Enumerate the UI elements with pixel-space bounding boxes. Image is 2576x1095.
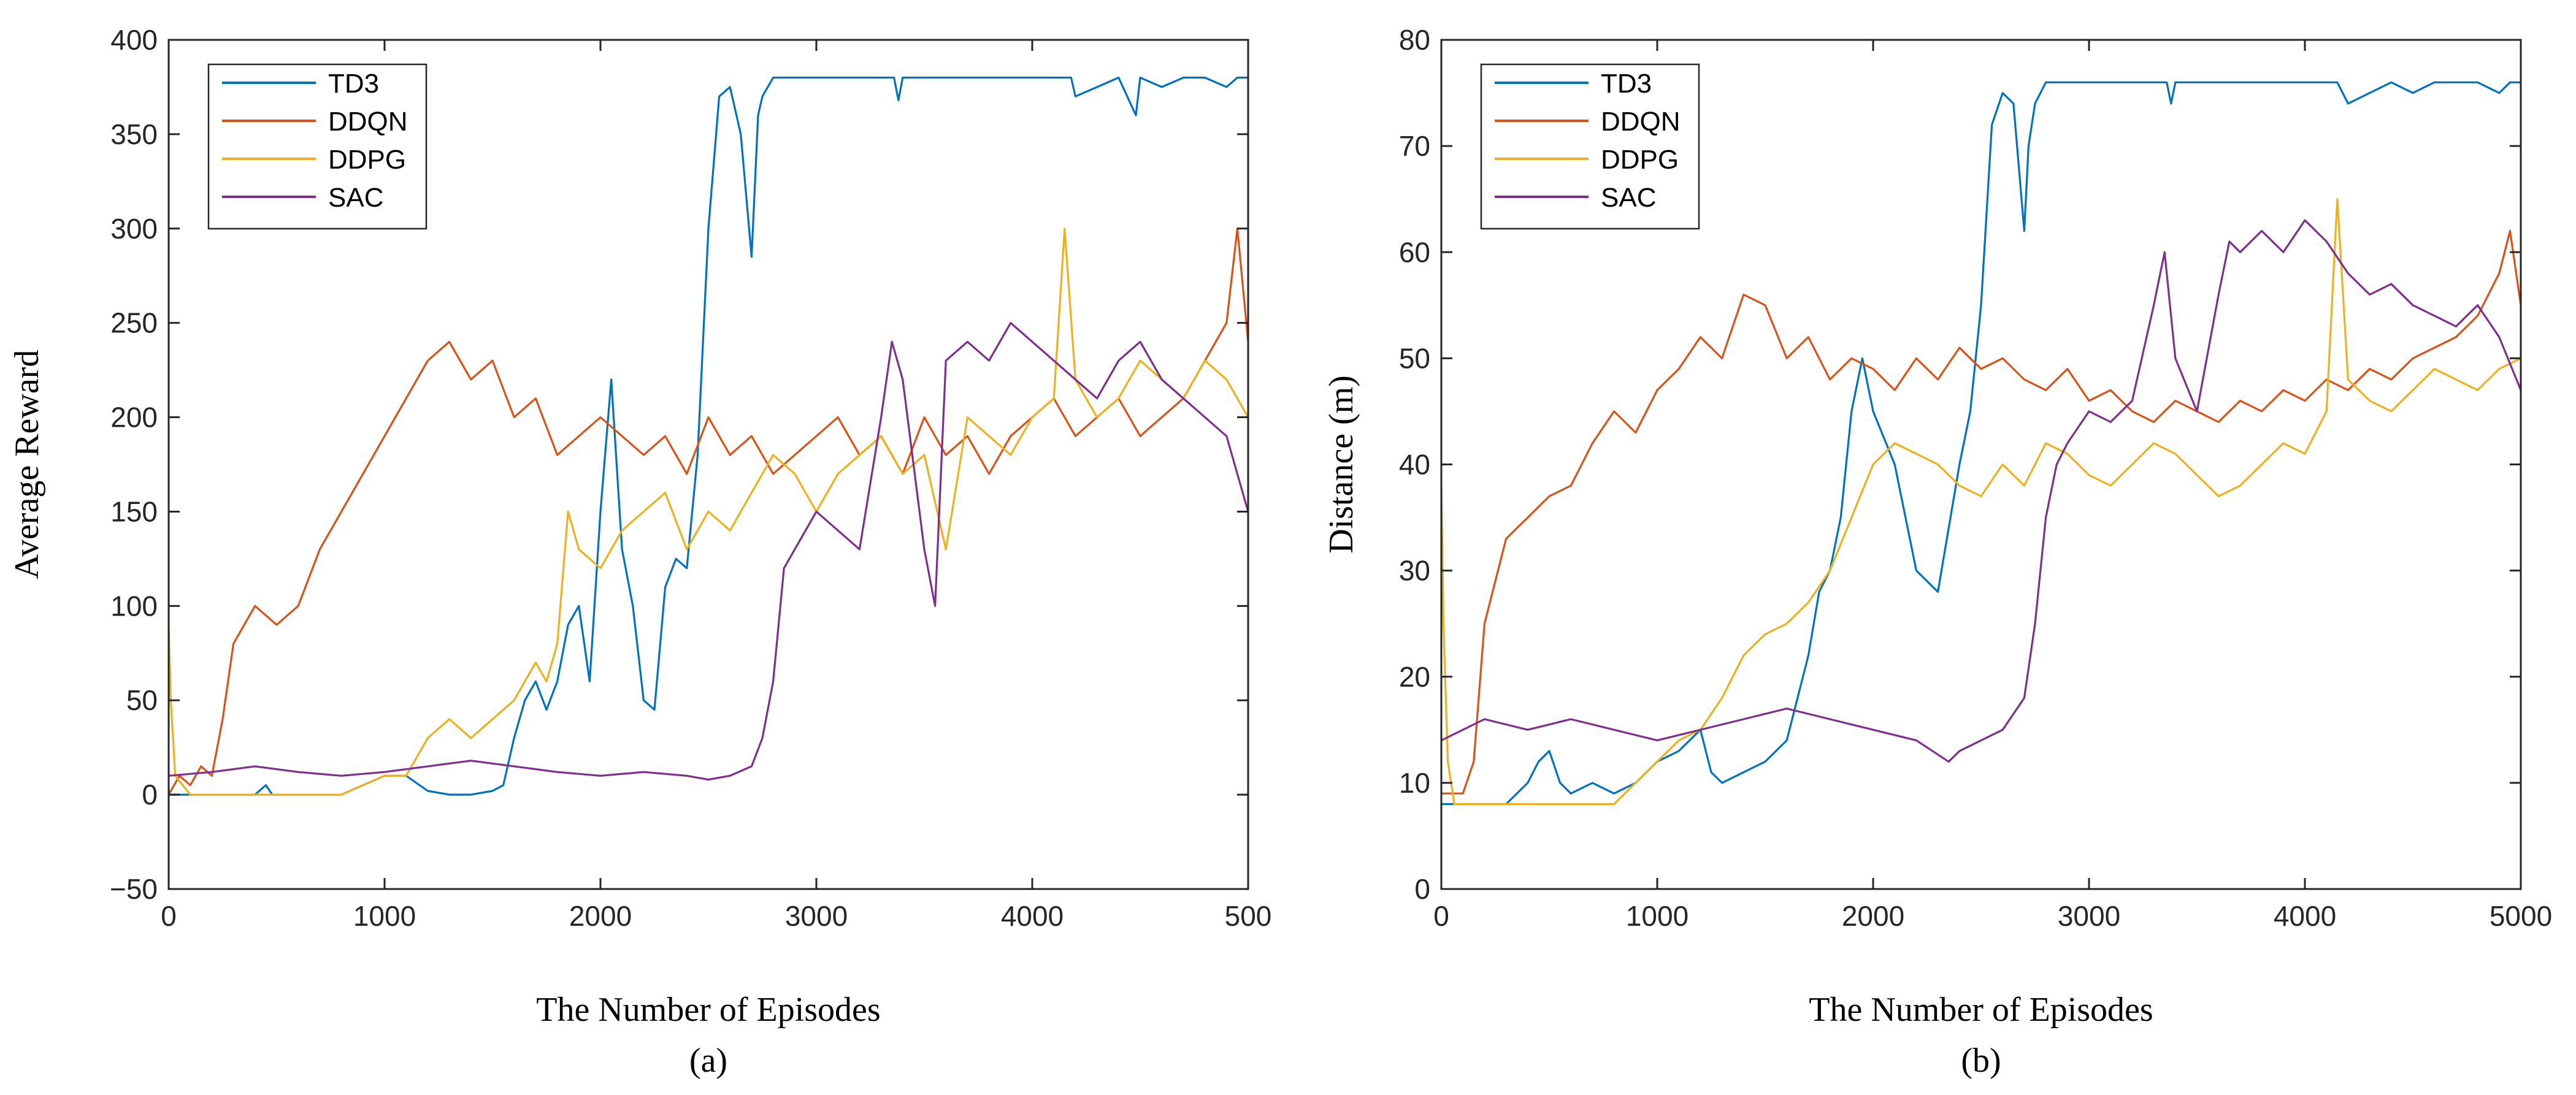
- y-tick-label: 0: [1414, 873, 1430, 905]
- y-tick-label: 250: [110, 307, 158, 339]
- legend-box: [1480, 63, 1700, 230]
- legend-label-ddpg: DDPG: [328, 145, 406, 175]
- y-tick-label: 70: [1399, 130, 1430, 162]
- y-tick-label: 400: [110, 24, 158, 56]
- x-tick-label: 0: [161, 900, 177, 932]
- legend-label-sac: SAC: [328, 183, 383, 213]
- legend-label-ddqn: DDQN: [328, 107, 408, 137]
- series-line-sac: [169, 322, 1248, 781]
- y-tick-label: 300: [110, 213, 158, 245]
- x-axis-title: The Number of Episodes: [536, 991, 880, 1029]
- x-axis-title: The Number of Episodes: [1809, 991, 2153, 1029]
- axes-box: [167, 39, 1249, 890]
- y-tick-label: 0: [142, 779, 158, 811]
- chart-panel-a: 0 1000 2000 3000 4000 500−5005010015020025030…: [8, 24, 1271, 1080]
- series-group: [169, 76, 1248, 796]
- series-line-ddqn: [1441, 230, 2521, 795]
- x-tick-label: 2000: [1842, 900, 1904, 932]
- y-tick-label: 50: [1399, 342, 1430, 374]
- series-line-ddpg: [1441, 198, 2521, 806]
- legend-label-td3: TD3: [328, 69, 379, 99]
- x-tick-label: 500: [1225, 900, 1272, 932]
- series-line-td3: [1441, 81, 2521, 806]
- x-tick-label: 1000: [1626, 900, 1689, 932]
- series-group: [1441, 81, 2521, 806]
- legend-label-sac: SAC: [1601, 183, 1656, 213]
- x-tick-label: 0: [1433, 900, 1449, 932]
- panel-label: (a): [689, 1042, 727, 1080]
- legend-label-td3: TD3: [1601, 69, 1652, 99]
- series-line-sac: [1441, 219, 2521, 763]
- y-tick-label: 50: [126, 684, 158, 716]
- y-tick-label: 20: [1399, 661, 1430, 693]
- y-tick-label: 80: [1399, 24, 1430, 56]
- chart-panel-b: 0 1000 2000 3000 4000 5000 0 10 20 30 40 50 60 70 80 Th…: [1322, 24, 2552, 1080]
- series-line-ddqn: [169, 227, 1248, 796]
- y-tick-label: 60: [1399, 236, 1430, 268]
- x-tick-label: 4000: [1001, 900, 1064, 932]
- panel-label: (b): [1961, 1042, 2001, 1080]
- y-axis-title: Distance (m): [1322, 375, 1360, 554]
- y-tick-label: 10: [1399, 767, 1430, 799]
- x-tick-label: 2000: [569, 900, 632, 932]
- legend: TD3 DDQN DDPG SAC: [207, 63, 427, 230]
- y-tick-label: −50: [110, 873, 158, 905]
- series-line-ddpg: [169, 227, 1248, 796]
- y-tick-label: 30: [1399, 555, 1430, 587]
- legend-label-ddqn: DDQN: [1601, 107, 1681, 137]
- x-tick-label: 1000: [353, 900, 416, 932]
- x-tick-label: 3000: [2058, 900, 2120, 932]
- y-axis-title: Average Reward: [8, 350, 46, 579]
- y-tick-label: 40: [1399, 449, 1430, 481]
- y-tick-label: 150: [110, 495, 158, 527]
- x-tick-label: 5000: [2490, 900, 2552, 932]
- y-tick-label: 200: [110, 402, 158, 433]
- legend-label-ddpg: DDPG: [1601, 145, 1679, 175]
- x-tick-label: 4000: [2274, 900, 2336, 932]
- x-tick-label: 3000: [785, 900, 848, 932]
- y-tick-label: 100: [110, 590, 158, 622]
- y-tick-label: 350: [110, 118, 158, 150]
- legend-box: [207, 63, 427, 230]
- legend: TD3 DDQN DDPG SAC: [1480, 63, 1700, 230]
